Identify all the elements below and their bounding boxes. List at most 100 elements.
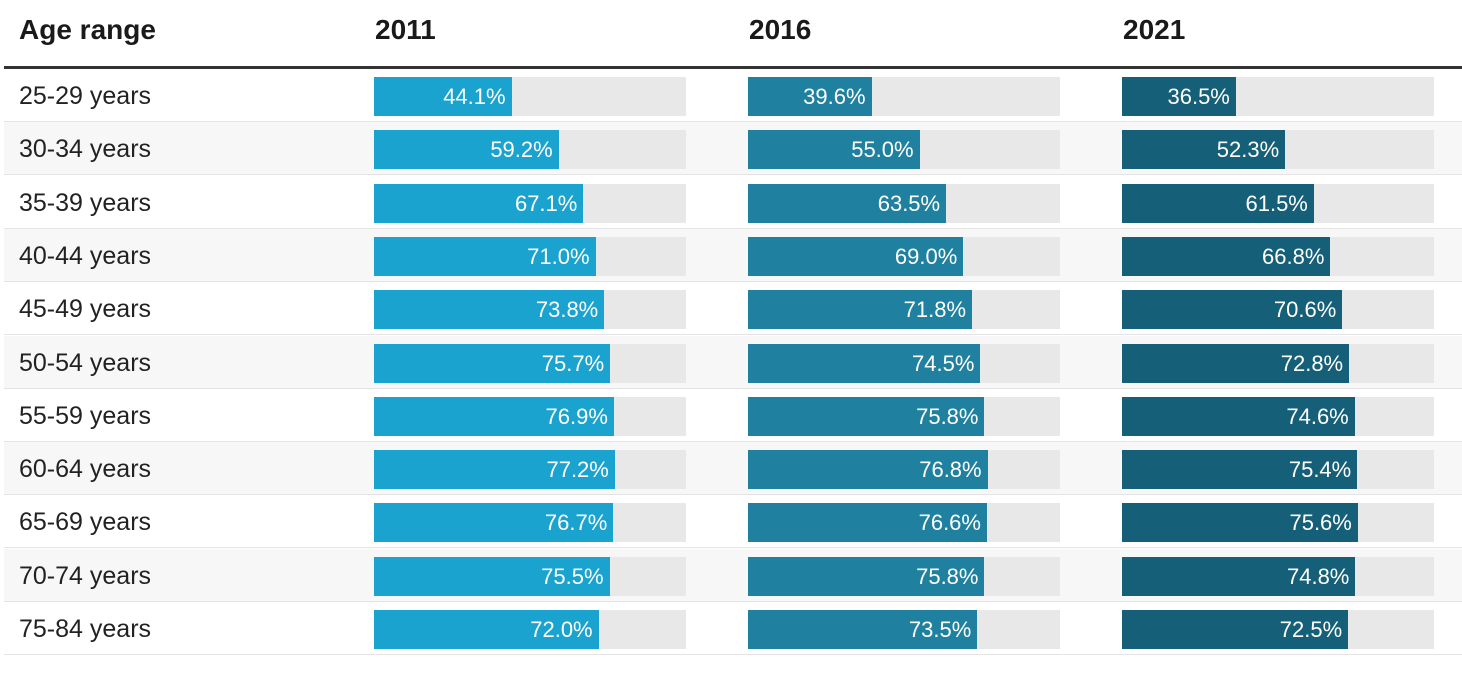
header-year-2021: 2021: [1123, 14, 1186, 45]
row-divider: [4, 227, 1462, 229]
bar-value-label: 75.8%: [916, 403, 979, 429]
bar-2016: 76.8%: [748, 450, 988, 490]
row-divider: [4, 440, 1462, 442]
bar-2021: 75.6%: [1122, 503, 1358, 543]
bar-track-2021: 75.4%: [1122, 450, 1434, 490]
bar-track-2011: 76.9%: [374, 396, 686, 436]
bar-track-2011: 71.0%: [374, 236, 686, 276]
bar-track-2011: 73.8%: [374, 290, 686, 330]
bar-2011: 71.0%: [374, 236, 596, 276]
bar-2016: 73.5%: [748, 610, 978, 649]
table-row: 40-44 years 71.0% 69.0% 66.8%: [4, 228, 1462, 282]
bar-2011: 76.7%: [374, 503, 614, 543]
bar-value-label: 44.1%: [443, 84, 506, 109]
bar-value-label: 61.5%: [1245, 190, 1308, 216]
bar-value-label: 71.0%: [527, 243, 590, 269]
age-range-label: 55-59 years: [19, 401, 152, 430]
bar-track-2011: 72.0%: [374, 610, 686, 649]
bar-2016: 74.5%: [748, 343, 981, 383]
bar-value-label: 74.8%: [1286, 563, 1350, 589]
bar-track-2016: 74.5%: [748, 343, 1060, 383]
row-divider: [4, 387, 1462, 389]
bar-2021: 36.5%: [1122, 77, 1236, 116]
bar-track-2016: 71.8%: [748, 290, 1060, 330]
row-divider: [4, 547, 1462, 549]
bar-track-2011: 76.7%: [374, 503, 686, 543]
bar-2016: 71.8%: [748, 290, 973, 330]
bar-value-label: 55.0%: [851, 137, 914, 163]
row-divider: [4, 654, 1462, 655]
bar-2021: 74.6%: [1122, 396, 1355, 436]
bar-track-2021: 75.6%: [1122, 503, 1434, 543]
bar-2016: 69.0%: [748, 236, 964, 276]
bar-2016: 63.5%: [748, 183, 947, 223]
age-range-label: 45-49 years: [19, 295, 152, 324]
table-row: 45-49 years 73.8% 71.8% 70.6%: [4, 282, 1462, 336]
bar-track-2021: 52.3%: [1122, 130, 1434, 170]
bar-track-2016: 75.8%: [748, 396, 1060, 436]
bar-track-2011: 44.1%: [374, 77, 686, 116]
table-row: 30-34 years 59.2% 55.0% 52.3%: [4, 122, 1462, 176]
bar-2011: 77.2%: [374, 450, 615, 490]
bar-value-label: 72.8%: [1280, 350, 1344, 376]
table-row: 65-69 years 76.7% 76.6% 75.6%: [4, 495, 1462, 549]
bar-value-label: 76.9%: [545, 403, 608, 429]
bar-track-2016: 39.6%: [748, 77, 1060, 116]
bar-value-label: 71.8%: [903, 297, 967, 323]
row-divider: [4, 174, 1462, 176]
bar-track-2021: 36.5%: [1122, 77, 1434, 116]
table-row: 55-59 years 76.9% 75.8% 74.6%: [4, 389, 1462, 442]
age-range-label: 25-29 years: [19, 82, 152, 110]
bar-track-2016: 76.6%: [748, 503, 1060, 543]
header-year-2016: 2016: [749, 14, 812, 45]
bar-2016: 75.8%: [748, 396, 985, 436]
bar-2011: 75.5%: [374, 556, 610, 596]
bar-2016: 75.8%: [748, 556, 985, 596]
bar-value-label: 76.6%: [918, 510, 981, 536]
bar-value-label: 67.1%: [514, 190, 578, 216]
bar-track-2016: 76.8%: [748, 450, 1060, 490]
bar-value-label: 39.6%: [803, 84, 866, 109]
age-range-label: 30-34 years: [19, 135, 152, 164]
bar-value-label: 75.4%: [1288, 457, 1352, 483]
table-header: Age range 2011 2016 2021: [0, 0, 1462, 66]
age-range-label: 65-69 years: [19, 508, 152, 537]
bar-track-2016: 73.5%: [748, 610, 1060, 649]
bar-2021: 70.6%: [1122, 290, 1343, 330]
bar-2021: 75.4%: [1122, 450, 1358, 490]
bar-track-2016: 69.0%: [748, 236, 1060, 276]
age-range-label: 50-54 years: [19, 348, 152, 377]
table-row: 60-64 years 77.2% 76.8% 75.4%: [4, 442, 1462, 496]
table-row: 35-39 years 67.1% 63.5% 61.5%: [4, 176, 1462, 229]
bar-value-label: 69.0%: [894, 243, 958, 269]
bar-2016: 39.6%: [748, 77, 872, 116]
bar-track-2011: 75.7%: [374, 343, 686, 383]
bar-track-2021: 66.8%: [1122, 236, 1434, 276]
bar-value-label: 73.8%: [535, 297, 599, 323]
bar-value-label: 74.5%: [912, 350, 975, 376]
header-divider: [4, 66, 1462, 69]
bar-track-2011: 77.2%: [374, 450, 686, 490]
bar-value-label: 73.5%: [908, 617, 972, 642]
age-range-label: 40-44 years: [19, 241, 152, 270]
bar-track-2021: 74.6%: [1122, 396, 1434, 436]
age-range-label: 35-39 years: [19, 188, 152, 217]
bar-2011: 75.7%: [374, 343, 611, 383]
bar-value-label: 70.6%: [1273, 297, 1337, 323]
table-row: 25-29 years 44.1% 39.6% 36.5%: [4, 69, 1462, 122]
age-range-label: 60-64 years: [19, 455, 152, 484]
bar-2016: 55.0%: [748, 130, 920, 170]
bar-value-label: 59.2%: [490, 137, 553, 163]
bar-value-label: 75.8%: [916, 563, 979, 589]
bar-value-label: 75.7%: [541, 350, 605, 376]
table-row: 50-54 years 75.7% 74.5% 72.8%: [4, 335, 1462, 389]
bar-2011: 73.8%: [374, 290, 605, 330]
bar-track-2011: 67.1%: [374, 183, 686, 223]
bar-track-2011: 59.2%: [374, 130, 686, 170]
bar-2021: 72.5%: [1122, 610, 1349, 649]
bar-value-label: 74.6%: [1286, 403, 1349, 429]
bar-track-2016: 55.0%: [748, 130, 1060, 170]
bar-2021: 66.8%: [1122, 236, 1331, 276]
row-divider: [4, 600, 1462, 602]
